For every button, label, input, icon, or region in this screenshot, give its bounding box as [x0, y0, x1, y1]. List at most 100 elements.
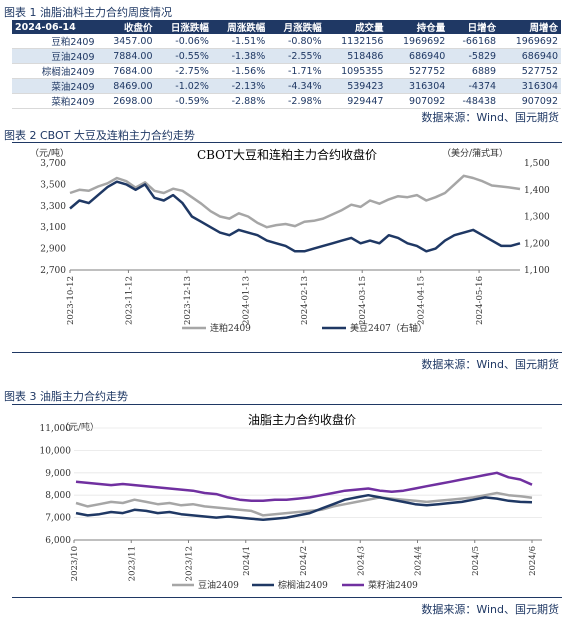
table-row: 豆油2409 7884.00 -0.55% -1.38% -2.55% 518486 686… [12, 48, 561, 64]
chart3-x-tick-label: 2024/4 [414, 546, 424, 576]
table-cell: -4374 [448, 78, 500, 94]
table-row: 菜油2409 8469.00 -1.02% -2.13% -4.34% 539423 316… [12, 78, 561, 94]
chart2-right-axis-unit: （美分/蒲式耳） [442, 147, 508, 159]
table-cell: -2.13% [211, 78, 269, 94]
chart3-x-tick-label: 2024/2 [299, 546, 309, 576]
header-close: 收盘价 [97, 20, 156, 34]
table-cell: 527752 [386, 63, 449, 79]
chart2-x-tick-label: 2024-02-13 [300, 276, 310, 325]
chart3-x-tick-label: 2023/10 [70, 546, 80, 581]
header-weekly-change: 周涨跌幅 [211, 20, 269, 34]
chart2-legend-label: 美豆2407（右轴） [350, 322, 427, 334]
table-cell: 907092 [499, 93, 561, 109]
chart3-title: 油脂主力合约收盘价 [248, 412, 356, 427]
header-weekly-oi-change: 周增仓 [499, 20, 561, 34]
chart3-top-rule [12, 404, 562, 405]
chart2-left-tick-label: 2,700 [40, 266, 66, 276]
chart2-x-tick-label: 2023-12-13 [183, 276, 193, 325]
chart2-left-tick-label: 3,700 [40, 159, 66, 169]
table-cell: 1969692 [499, 34, 561, 49]
table-cell: 518486 [324, 48, 387, 64]
table1-caption: 图表 1 油脂油料主力合约周度情况 [4, 6, 172, 19]
table-cell: -0.59% [155, 93, 212, 109]
table-cell: 8469.00 [97, 78, 156, 94]
chart3-legend-label: 豆油2409 [198, 579, 239, 591]
chart3-series-line-1 [75, 493, 533, 522]
table-cell: -1.02% [155, 78, 212, 94]
chart3-series-line-2 [75, 471, 533, 503]
chart2-x-tick-label: 2024-03-15 [358, 276, 368, 325]
chart3-axis-unit: （元/吨） [60, 421, 99, 433]
table-cell: 豆油2409 [12, 48, 98, 64]
chart2-x-tick-label: 2024-05-16 [475, 276, 485, 325]
chart3-series-line-0 [75, 491, 533, 517]
chart3-legend-label: 菜籽油2409 [368, 579, 418, 591]
table-cell: -2.88% [211, 93, 269, 109]
table-row: 豆粕2409 3457.00 -0.06% -1.51% -0.80% 1132156 19… [12, 34, 561, 49]
table-cell: 527752 [499, 63, 561, 79]
chart3-svg: 油脂主力合约收盘价 （元/吨）11,000 10,000 9,000 8,000 7,00… [40, 412, 542, 591]
chart2-source: 数据来源：Wind、国元期货 [421, 358, 559, 371]
chart3-x-tick-label: 2024/3 [356, 546, 366, 576]
chart3-bottom-rule [12, 597, 562, 598]
chart2-series-line-0 [69, 174, 521, 229]
chart2-series-line-1 [69, 180, 521, 253]
table-cell: -66168 [448, 34, 500, 49]
table-row: 棕榈油2409 7684.00 -2.75% -1.56% -1.71% 1095355 5… [12, 63, 561, 79]
chart2-left-tick-label: 3,500 [40, 180, 66, 190]
chart3-y-tick-label: 11,000 [40, 424, 72, 434]
table-cell: 686940 [386, 48, 449, 64]
table-cell: -5829 [448, 48, 500, 64]
table-cell: 菜油2409 [12, 78, 98, 94]
table-row: 菜粕2409 2698.00 -0.59% -2.88% -2.98% 929447 907… [12, 93, 561, 109]
chart2-left-tick-label: 3,300 [40, 202, 66, 212]
table-cell: 1132156 [324, 34, 387, 49]
chart2-x-tick-label: 2024-01-13 [241, 276, 251, 325]
chart2-title: CBOT大豆和连粕主力合约收盘价 [197, 147, 377, 162]
table-cell: 316304 [386, 78, 449, 94]
chart2-right-tick-label: 1,400 [524, 186, 550, 196]
chart2-left-tick-label: 3,100 [40, 223, 66, 233]
table-cell: 907092 [386, 93, 449, 109]
table-cell: -0.55% [155, 48, 212, 64]
chart2-bottom-rule [12, 352, 562, 353]
chart3-y-tick-label: 6,000 [45, 536, 71, 546]
chart3-caption: 图表 3 油脂主力合约走势 [4, 390, 128, 403]
table-cell: 3457.00 [97, 34, 156, 49]
header-daily-change: 日涨跌幅 [155, 20, 212, 34]
table-cell: 菜粕2409 [12, 93, 98, 109]
table-cell: 316304 [499, 78, 561, 94]
table-cell: -2.75% [155, 63, 212, 79]
table-cell: -2.98% [268, 93, 325, 109]
chart3-source: 数据来源：Wind、国元期货 [421, 603, 559, 616]
table-cell: -1.56% [211, 63, 269, 79]
chart2-right-tick-label: 1,200 [524, 239, 550, 249]
table-cell: -4.34% [268, 78, 325, 94]
chart2-x-tick-label: 2023-10-12 [66, 276, 76, 325]
chart3-y-tick-label: 8,000 [45, 491, 71, 501]
chart3-x-tick-label: 2024/6 [528, 546, 538, 576]
table-cell: 豆粕2409 [12, 34, 98, 49]
header-date: 2024-06-14 [12, 20, 98, 34]
table-cell: -2.55% [268, 48, 325, 64]
chart3-x-tick-label: 2023/12 [185, 546, 195, 581]
chart2-legend-label: 连粕2409 [210, 322, 251, 334]
table-cell: 686940 [499, 48, 561, 64]
chart2-top-rule [12, 142, 562, 143]
table-cell: 6889 [448, 63, 500, 79]
chart2-x-tick-label: 2023-11-12 [124, 276, 134, 325]
table-cell: -1.38% [211, 48, 269, 64]
table-cell: 1095355 [324, 63, 387, 79]
chart2-left-axis-unit: （元/吨） [30, 147, 69, 159]
header-volume: 成交量 [324, 20, 387, 34]
table1-source: 数据来源：Wind、国元期货 [421, 111, 559, 124]
table-cell: -1.51% [211, 34, 269, 49]
chart3-x-tick-label: 2024/5 [471, 546, 481, 576]
table-cell: -48438 [448, 93, 500, 109]
chart3-legend-label: 棕榈油2409 [278, 579, 328, 591]
chart2-right-tick-label: 1,500 [524, 159, 550, 169]
futures-table: 2024-06-14 收盘价 日涨跌幅 周涨跌幅 月涨跌幅 成交量 持仓量 日增… [12, 20, 561, 109]
table-cell: -0.80% [268, 34, 325, 49]
table-cell: 2698.00 [97, 93, 156, 109]
chart2-svg: CBOT大豆和连粕主力合约收盘价 （元/吨） （美分/蒲式耳） 3,700 3,500 3… [30, 147, 550, 334]
